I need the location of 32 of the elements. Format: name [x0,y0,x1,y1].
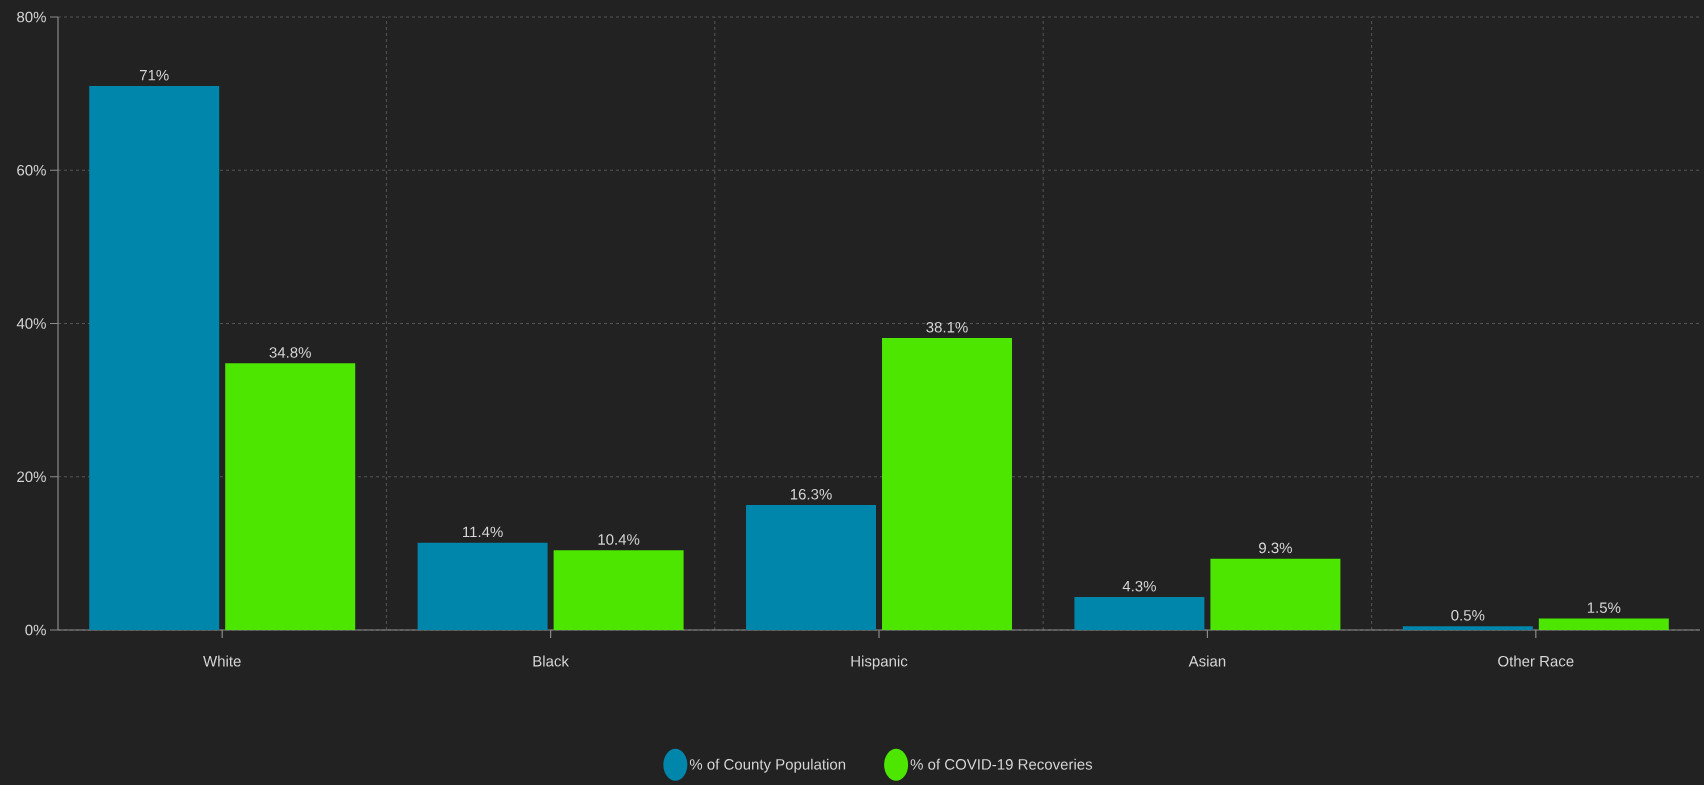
y-tick-label: 40% [16,318,46,329]
bar [1538,618,1669,630]
data-label: 1.5% [1587,602,1621,613]
data-label: 38.1% [926,321,968,333]
data-label: 9.3% [1259,542,1292,554]
y-tick-label: 80% [17,11,46,23]
y-tick-label: 60% [17,164,46,176]
bar [882,338,1013,630]
x-tick-label: Asian [1188,655,1226,667]
x-tick-label: Other Race [1498,655,1574,667]
y-tick-label: 20% [17,471,46,483]
bar [553,550,684,630]
legend-label: % of COVID-19 Recoveries [910,758,1093,770]
bar [1074,597,1205,630]
bar [1210,558,1341,630]
bar [746,505,877,630]
data-label: 71% [139,69,169,81]
data-label: 11.4% [463,526,503,538]
y-tick-label: 0% [25,624,46,636]
bar [1402,626,1533,630]
legend-label: % of County Population [689,758,846,773]
data-label: 4.3% [1122,580,1156,592]
data-label: 34.8% [269,347,311,358]
x-tick-label: White [203,655,241,667]
x-tick-label: Hispanic [851,655,908,670]
data-label: 0.5% [1451,610,1485,621]
x-tick-label: Black [533,655,569,667]
data-label: 10.4% [598,534,640,545]
data-label: 16.3% [790,488,832,500]
bar [417,542,548,630]
bar [89,85,220,630]
bar [225,363,356,630]
